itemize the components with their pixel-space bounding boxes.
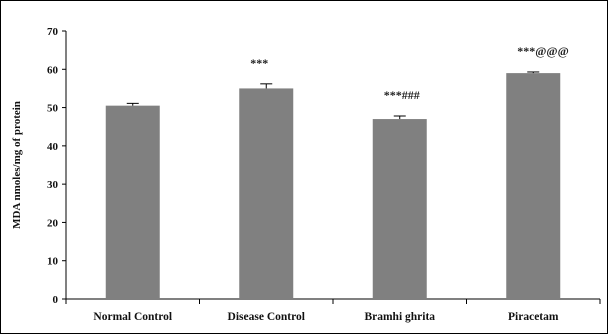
bar <box>506 73 561 299</box>
y-axis: 0 10 20 30 40 50 60 70 <box>47 26 67 306</box>
y-tick-label: 60 <box>47 64 59 76</box>
bar <box>239 88 294 299</box>
category-labels: Normal Control Disease Control Bramhi ghri… <box>93 311 558 323</box>
y-tick-label: 40 <box>47 141 59 153</box>
bar <box>105 105 160 300</box>
bars <box>105 73 561 300</box>
y-tick-label: 20 <box>47 217 59 229</box>
y-tick-label: 30 <box>47 179 59 191</box>
significance-annotations: *** ***### ***@@@ <box>250 44 569 102</box>
significance-label: *** <box>250 56 268 70</box>
y-axis-title: MDA nmoles/mg of protein <box>11 101 23 229</box>
x-category-label: Normal Control <box>93 311 172 323</box>
significance-label: ***@@@ <box>517 44 569 58</box>
bar <box>372 119 427 299</box>
x-category-label: Piracetam <box>508 311 559 323</box>
y-tick-label: 10 <box>47 256 59 268</box>
y-tick-label: 50 <box>47 103 59 115</box>
x-category-label: Disease Control <box>228 311 305 323</box>
x-category-label: Bramhi ghrita <box>364 311 435 323</box>
error-bars <box>126 71 540 120</box>
x-axis <box>65 298 601 304</box>
y-tick-label: 0 <box>53 294 59 306</box>
significance-label: ***### <box>384 88 420 102</box>
y-tick-label: 70 <box>47 26 59 38</box>
